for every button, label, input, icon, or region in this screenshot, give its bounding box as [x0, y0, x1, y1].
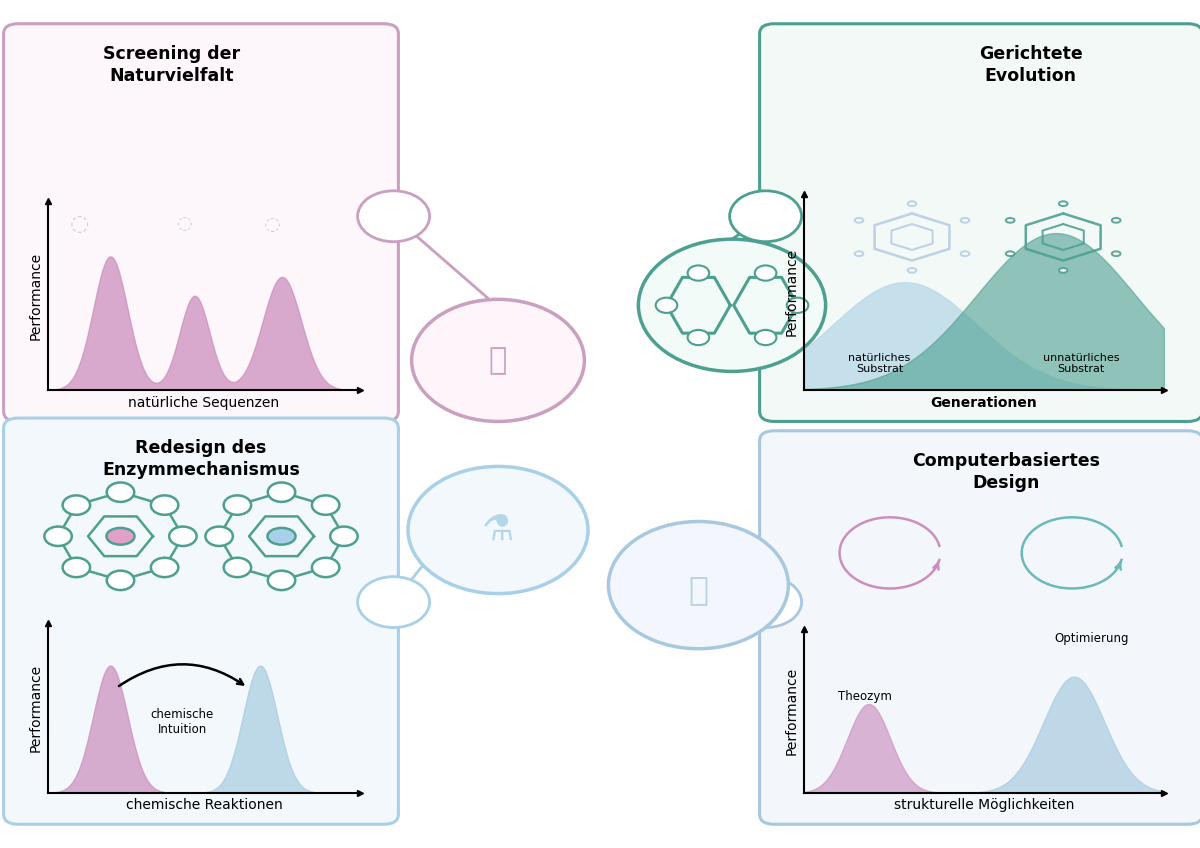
Circle shape	[107, 483, 134, 502]
Circle shape	[1112, 251, 1121, 256]
Circle shape	[854, 218, 863, 223]
Circle shape	[608, 522, 788, 649]
Circle shape	[412, 299, 584, 421]
Circle shape	[330, 527, 358, 546]
Circle shape	[1006, 218, 1014, 223]
Circle shape	[408, 466, 588, 594]
Circle shape	[107, 571, 134, 590]
Circle shape	[1058, 201, 1068, 206]
Circle shape	[961, 218, 970, 223]
FancyBboxPatch shape	[760, 431, 1200, 824]
Circle shape	[688, 330, 709, 345]
Text: Computerbasiertes
Design: Computerbasiertes Design	[912, 452, 1100, 492]
Circle shape	[358, 191, 430, 242]
Circle shape	[1058, 268, 1068, 273]
Circle shape	[730, 577, 802, 628]
Text: natürliches
Substrat: natürliches Substrat	[848, 353, 911, 374]
Circle shape	[655, 298, 677, 313]
Circle shape	[1006, 251, 1014, 256]
Text: Redesign des
Enzymmechanismus: Redesign des Enzymmechanismus	[102, 439, 300, 479]
Text: Gerichtete
Evolution: Gerichtete Evolution	[979, 45, 1082, 85]
Text: 🖥: 🖥	[689, 573, 708, 605]
Circle shape	[169, 527, 197, 546]
FancyBboxPatch shape	[760, 24, 1200, 421]
Circle shape	[151, 558, 179, 577]
Circle shape	[358, 577, 430, 628]
Circle shape	[62, 495, 90, 515]
Y-axis label: Performance: Performance	[785, 248, 798, 336]
Circle shape	[205, 527, 233, 546]
Ellipse shape	[268, 528, 295, 544]
Circle shape	[268, 571, 295, 590]
Text: Theozym: Theozym	[839, 689, 892, 703]
Circle shape	[688, 265, 709, 281]
Text: Optimierung: Optimierung	[1055, 632, 1129, 645]
Text: chemische
Intuition: chemische Intuition	[150, 708, 214, 736]
Text: 🔍: 🔍	[488, 346, 508, 375]
X-axis label: natürliche Sequenzen: natürliche Sequenzen	[128, 396, 280, 410]
Ellipse shape	[107, 528, 134, 544]
Circle shape	[268, 483, 295, 502]
Circle shape	[1112, 218, 1121, 223]
Circle shape	[638, 239, 826, 371]
Circle shape	[730, 191, 802, 242]
Text: Screening der
Naturvielfalt: Screening der Naturvielfalt	[103, 45, 240, 85]
Circle shape	[907, 201, 917, 206]
FancyBboxPatch shape	[4, 24, 398, 421]
Circle shape	[907, 268, 917, 273]
FancyBboxPatch shape	[4, 418, 398, 824]
Y-axis label: Performance: Performance	[29, 252, 42, 340]
Circle shape	[854, 251, 863, 256]
Circle shape	[755, 265, 776, 281]
Circle shape	[961, 251, 970, 256]
Text: ◌: ◌	[70, 214, 89, 234]
Circle shape	[787, 298, 809, 313]
Circle shape	[312, 558, 340, 577]
Circle shape	[151, 495, 179, 515]
Circle shape	[312, 495, 340, 515]
Text: ◌: ◌	[264, 215, 281, 233]
X-axis label: chemische Reaktionen: chemische Reaktionen	[126, 799, 282, 812]
Y-axis label: Performance: Performance	[29, 664, 42, 752]
Circle shape	[755, 330, 776, 345]
Text: ◌: ◌	[178, 215, 193, 233]
Text: unnatürliches
Substrat: unnatürliches Substrat	[1043, 353, 1120, 374]
Circle shape	[223, 558, 251, 577]
Circle shape	[223, 495, 251, 515]
Text: ⚗: ⚗	[482, 513, 514, 547]
X-axis label: Generationen: Generationen	[931, 396, 1037, 410]
Circle shape	[62, 558, 90, 577]
Y-axis label: Performance: Performance	[785, 667, 798, 755]
Circle shape	[44, 527, 72, 546]
X-axis label: strukturelle Möglichkeiten: strukturelle Möglichkeiten	[894, 799, 1074, 812]
